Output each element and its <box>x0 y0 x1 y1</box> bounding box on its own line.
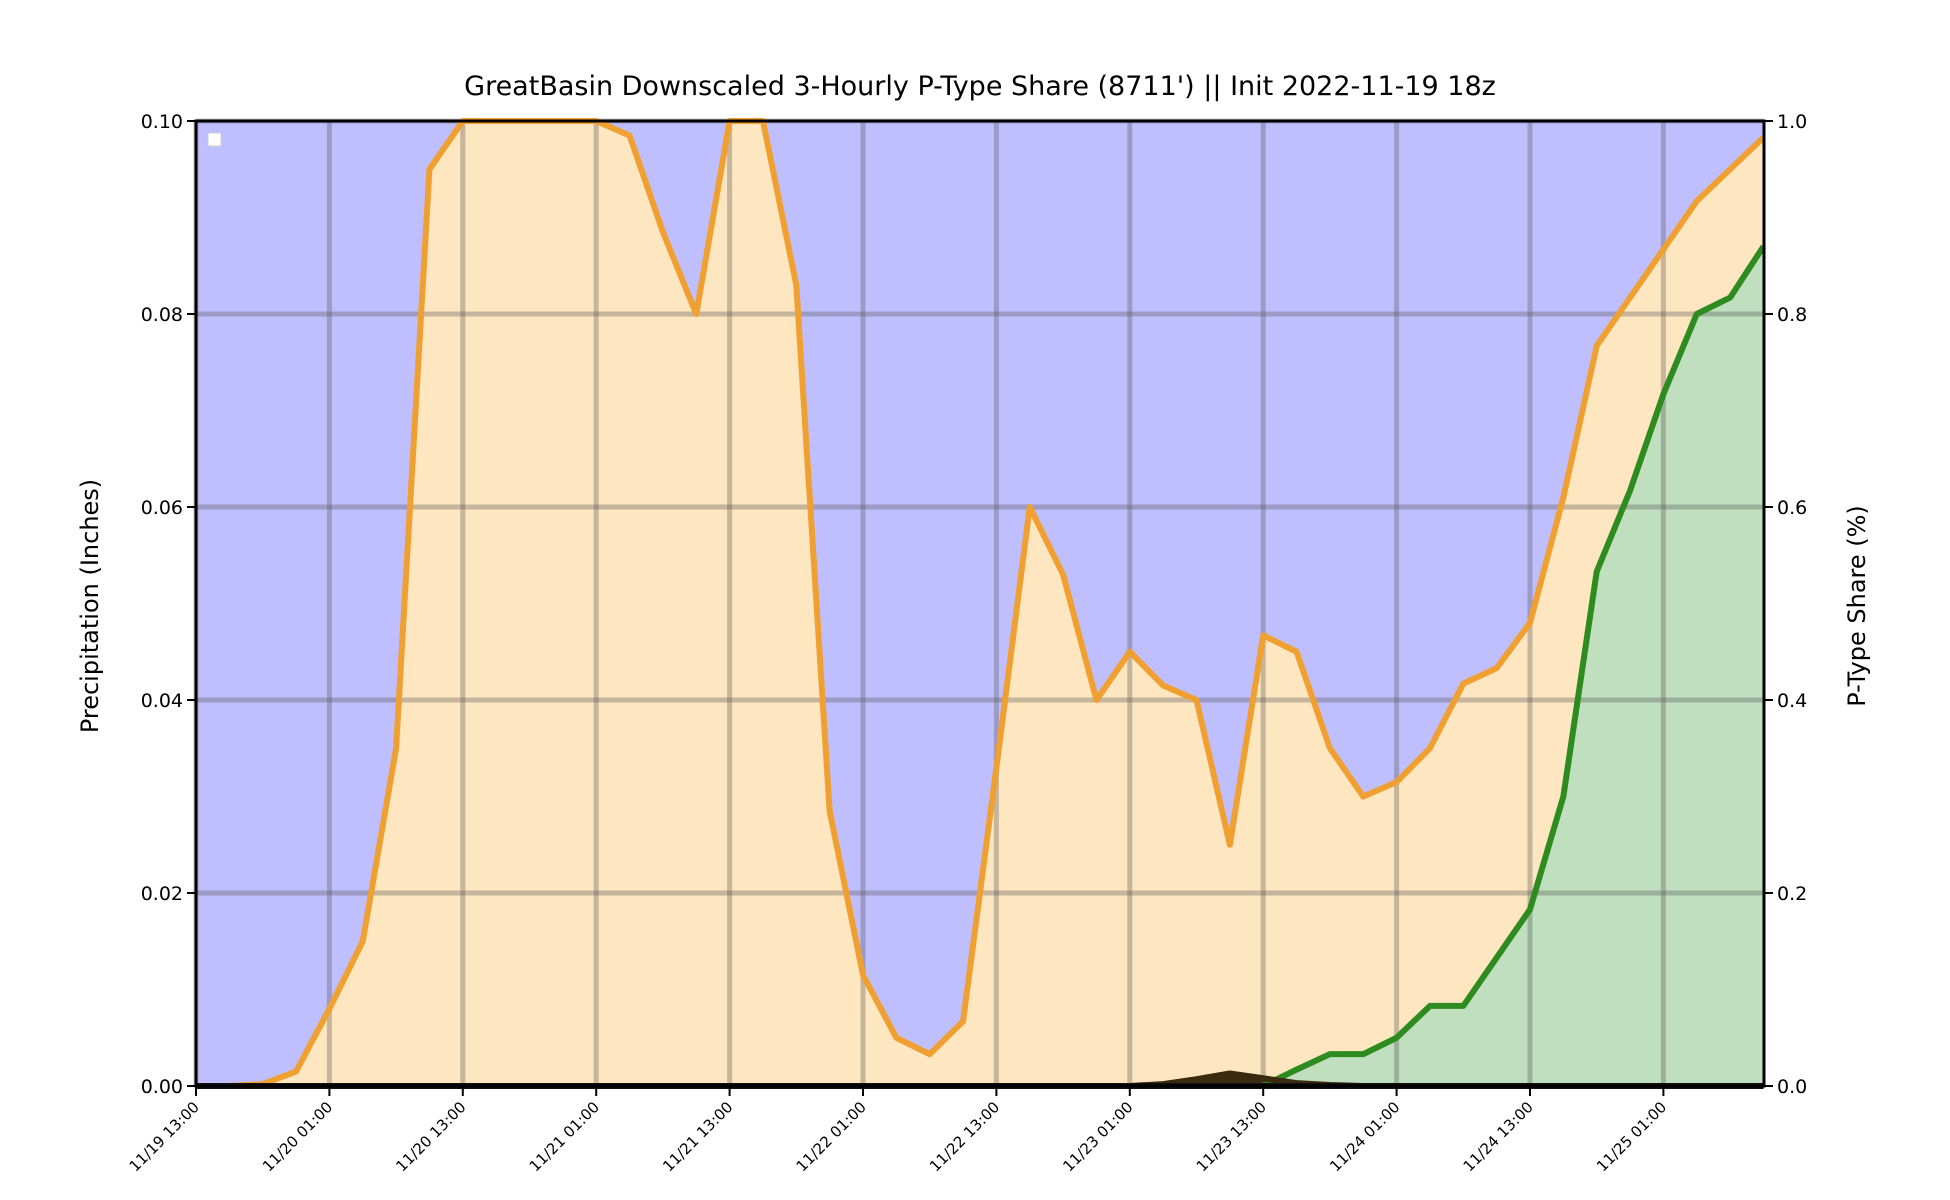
plot-frame <box>194 119 1766 1088</box>
x-tick-label: 11/22 13:00 <box>926 1098 1003 1175</box>
x-tick-label: 11/19 13:00 <box>126 1098 203 1175</box>
y-tick-label: 0.08 <box>141 304 183 326</box>
y-tick-label: 0.00 <box>141 1076 183 1098</box>
series-1-area <box>196 246 1764 1086</box>
plot-area: 0.00 0.02 0.04 0.06 0.08 0.10 0.0 0.2 0.4 0.6 0.8 1… <box>126 111 1808 1175</box>
y-tick-label: 0.06 <box>141 497 183 519</box>
x-tick-label: 11/23 13:00 <box>1193 1098 1270 1175</box>
x-tick-label: 11/24 01:00 <box>1326 1098 1403 1175</box>
series-0-line <box>196 118 1766 1089</box>
y-tick-label: 0.02 <box>141 883 183 905</box>
x-tick-label: 11/21 01:00 <box>526 1098 603 1175</box>
y-tick-label: 0.04 <box>141 690 183 712</box>
y2-tick-label: 0.8 <box>1777 304 1807 326</box>
x-tick-label: 11/22 01:00 <box>793 1098 870 1175</box>
x-tick-label: 11/20 01:00 <box>259 1098 336 1175</box>
y2-axis-label: P-Type Share (%) <box>1843 505 1871 707</box>
y2-tick-label: 0.6 <box>1777 497 1807 519</box>
y2-tick-label: 0.0 <box>1777 1076 1807 1098</box>
x-tick-label: 11/21 13:00 <box>659 1098 736 1175</box>
y2-tick-label: 1.0 <box>1777 111 1807 133</box>
chart-title: GreatBasin Downscaled 3-Hourly P-Type Sh… <box>464 71 1496 102</box>
y2-tick-label: 0.4 <box>1777 690 1807 712</box>
x-tick-label: 11/20 13:00 <box>392 1098 469 1175</box>
y-tick-label: 0.10 <box>141 111 183 133</box>
x-tick-label: 11/25 01:00 <box>1593 1098 1670 1175</box>
y-axis-label: Precipitation (Inches) <box>76 479 104 733</box>
y2-tick-label: 0.2 <box>1777 883 1807 905</box>
x-tick-label: 11/24 13:00 <box>1460 1098 1537 1175</box>
legend-box <box>207 132 222 147</box>
x-tick-label: 11/23 01:00 <box>1059 1098 1136 1175</box>
series-0-area <box>196 121 1764 1086</box>
